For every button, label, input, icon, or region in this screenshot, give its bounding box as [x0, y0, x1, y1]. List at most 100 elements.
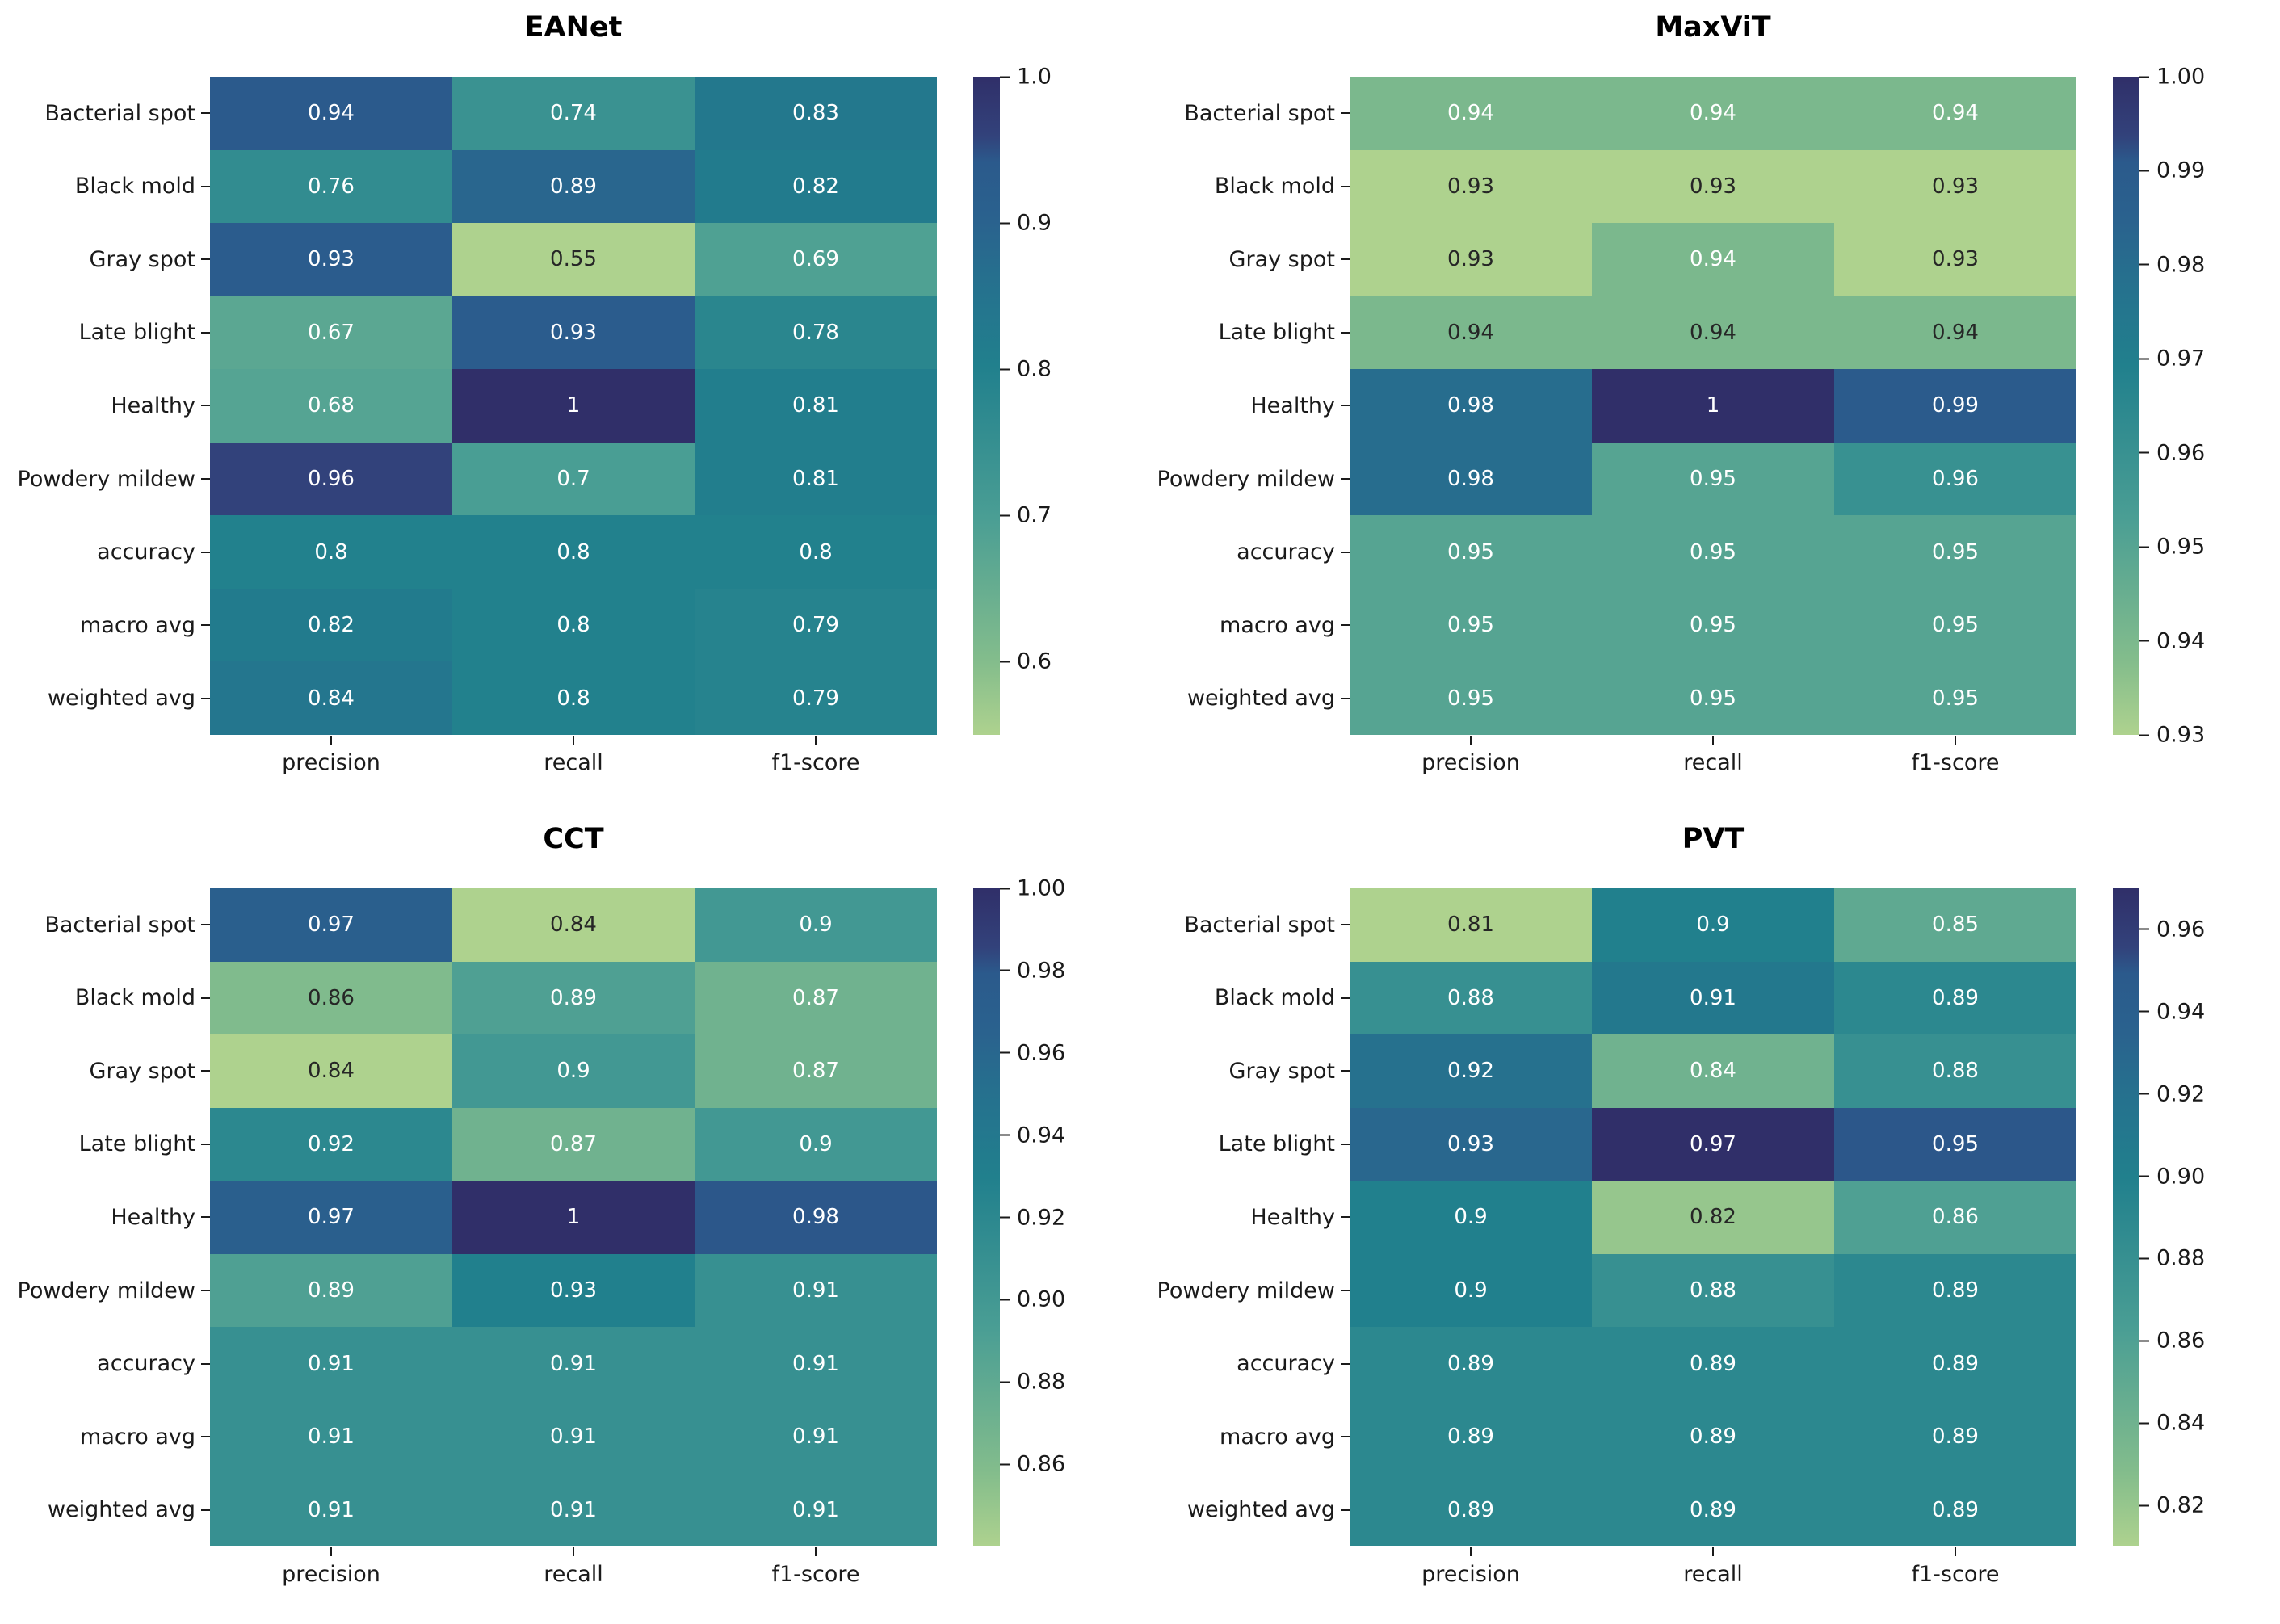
colorbar-tick-label: 1.00	[2156, 64, 2206, 90]
heatmap-cell: 0.93	[1350, 1107, 1592, 1181]
row-label-text: Healthy	[111, 392, 195, 418]
colorbar-tick-mark	[2139, 451, 2149, 454]
row-label: accuracy	[1140, 515, 1350, 589]
row-label-text: Powdery mildew	[1157, 466, 1335, 492]
cell-value: 0.94	[1932, 320, 1979, 345]
row-label-text: Black mold	[1214, 174, 1335, 199]
colorbar-tick-label: 0.94	[2156, 999, 2206, 1025]
y-tick-mark	[201, 551, 210, 553]
col-labels: precision recall f1-score	[1350, 735, 2076, 775]
colorbar-tick-label: 1.0	[1017, 64, 1052, 90]
heatmap-cell: 0.8	[452, 588, 695, 662]
colorbar-tick-label: 0.6	[1017, 648, 1052, 674]
colorbar-tick: 0.96	[2139, 440, 2205, 465]
row-label: Late blight	[0, 1108, 210, 1181]
heatmap-cell: 0.87	[695, 1034, 937, 1108]
heatmap-cell: 0.84	[452, 888, 695, 962]
cell-value: 0.55	[550, 247, 597, 272]
heatmap-cell: 0.8	[695, 515, 937, 589]
row-label-text: Black mold	[1214, 985, 1335, 1011]
row-label-text: Bacterial spot	[1184, 912, 1335, 938]
cell-value: 0.81	[1447, 913, 1494, 938]
heatmap-cell: 0.89	[210, 1253, 452, 1328]
col-label-text: recall	[544, 1562, 603, 1587]
colorbar-tick-label: 0.94	[1017, 1123, 1066, 1148]
heatmap-cell: 0.95	[1592, 661, 1834, 735]
row-label-text: Late blight	[1218, 1131, 1335, 1157]
col-labels: precision recall f1-score	[210, 1546, 937, 1587]
colorbar-tick: 0.98	[2139, 252, 2205, 277]
cell-value: 0.89	[1932, 1351, 1979, 1376]
cell-value: 0.8	[556, 539, 590, 564]
row-label-text: Bacterial spot	[1184, 100, 1335, 126]
colorbar-tick-mark	[1000, 661, 1010, 663]
row-label: Late blight	[1140, 296, 1350, 370]
row-label-text: Powdery mildew	[17, 1278, 195, 1303]
y-tick-mark	[1341, 1509, 1350, 1511]
panel-title: CCT	[543, 823, 604, 855]
y-tick-mark	[1341, 405, 1350, 407]
colorbar-gradient	[2113, 888, 2139, 1546]
heatmap-cell: 0.95	[1592, 588, 1834, 662]
row-label-text: accuracy	[1237, 539, 1335, 565]
heatmap-cell: 0.91	[452, 1399, 695, 1474]
col-label: f1-score	[1834, 735, 2076, 775]
cell-value: 0.95	[1690, 686, 1736, 711]
heatmap-cell: 0.92	[1350, 1034, 1592, 1108]
colorbar-tick: 0.95	[2139, 535, 2205, 560]
cell-value: 0.94	[1932, 101, 1979, 126]
col-label: precision	[1350, 735, 1592, 775]
heatmap-cell: 0.81	[695, 442, 937, 516]
y-tick-mark	[1341, 478, 1350, 480]
heatmap-cell: 0.93	[452, 296, 695, 370]
colorbar-tick-label: 0.7	[1017, 502, 1052, 528]
cell-value: 0.93	[550, 1278, 597, 1303]
row-label: Gray spot	[1140, 223, 1350, 296]
heatmap-cell: 0.86	[1834, 1181, 2076, 1254]
colorbar-tick-mark	[2139, 1257, 2149, 1260]
colorbar-tick-label: 1.00	[1017, 875, 1066, 901]
col-label-text: precision	[282, 750, 380, 775]
colorbar-tick-label: 0.96	[1017, 1040, 1066, 1066]
colorbar-tick-mark	[2139, 1093, 2149, 1095]
row-label-text: weighted avg	[47, 686, 195, 711]
cell-value: 1	[566, 393, 581, 418]
heatmap-cell: 0.91	[695, 1327, 937, 1400]
row-label: weighted avg	[0, 1473, 210, 1546]
y-tick-mark	[201, 1070, 210, 1072]
colorbar-tick-label: 0.93	[2156, 722, 2206, 748]
colorbar-tick-mark	[2139, 263, 2149, 266]
col-label-text: precision	[1421, 750, 1520, 775]
heatmap-cell: 1	[452, 1181, 695, 1254]
heatmap-cell: 0.93	[1592, 149, 1834, 224]
cell-value: 0.74	[550, 101, 597, 126]
heatmap-cell: 0.76	[210, 149, 452, 224]
col-label-text: precision	[1421, 1562, 1520, 1587]
cell-value: 0.95	[1690, 467, 1736, 492]
row-label: macro avg	[0, 1400, 210, 1474]
heatmap-cell: 1	[1592, 369, 1834, 443]
col-label: precision	[210, 735, 452, 775]
cell-value: 0.89	[1447, 1425, 1494, 1450]
cell-value: 0.95	[1932, 686, 1979, 711]
row-label-text: Late blight	[78, 1131, 195, 1157]
cell-value: 0.9	[799, 913, 833, 938]
colorbar-tick-mark	[1000, 1381, 1010, 1383]
cell-value: 0.92	[308, 1131, 355, 1156]
x-tick-mark	[815, 736, 817, 745]
heatmap-cell: 0.95	[1350, 661, 1592, 735]
colorbar-tick-label: 0.84	[2156, 1410, 2206, 1436]
col-label-text: f1-score	[1911, 750, 2000, 775]
y-tick-mark	[1341, 1070, 1350, 1072]
cell-value: 0.98	[792, 1205, 839, 1230]
cell-value: 0.83	[792, 101, 839, 126]
x-tick-mark	[1955, 1547, 1956, 1556]
colorbar-tick-label: 0.92	[1017, 1205, 1066, 1230]
colorbar-tick: 0.92	[2139, 1081, 2205, 1106]
colorbar-gradient	[2113, 77, 2139, 735]
colorbar-tick: 0.86	[2139, 1328, 2205, 1353]
cell-value: 0.94	[308, 101, 355, 126]
cell-value: 0.88	[1690, 1278, 1736, 1303]
row-label: weighted avg	[1140, 1473, 1350, 1546]
cell-value: 0.96	[1932, 467, 1979, 492]
